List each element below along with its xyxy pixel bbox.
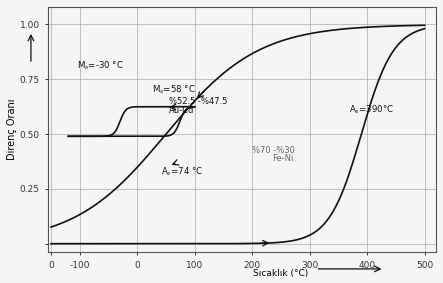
Text: Au-Cd: Au-Cd: [169, 106, 194, 115]
Text: Fe-Ni: Fe-Ni: [272, 155, 294, 164]
Text: A$_s$=390°C: A$_s$=390°C: [349, 103, 394, 116]
Text: %70 -%30: %70 -%30: [252, 146, 295, 155]
Text: A$_s$=74 °C: A$_s$=74 °C: [161, 166, 204, 178]
Text: M$_s$=58 °C: M$_s$=58 °C: [152, 83, 195, 96]
Y-axis label: Direnç Oranı: Direnç Oranı: [7, 99, 17, 160]
Text: M$_s$=-30 °C: M$_s$=-30 °C: [77, 59, 124, 72]
Text: %52.5 -%47.5: %52.5 -%47.5: [169, 98, 227, 106]
Text: Sıcaklık (°C): Sıcaklık (°C): [253, 269, 308, 278]
